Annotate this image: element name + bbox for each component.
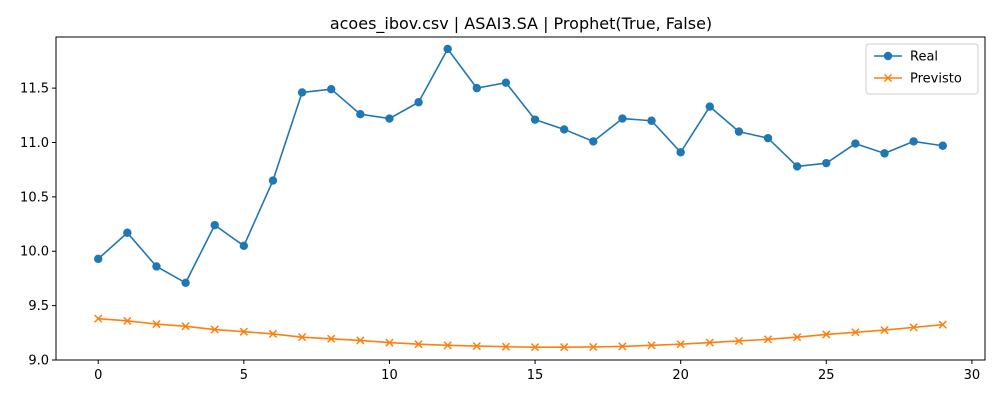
data-point bbox=[880, 325, 889, 335]
legend-marker bbox=[883, 51, 893, 61]
y-tick-label: 9.0 bbox=[28, 354, 49, 369]
data-point bbox=[472, 341, 481, 351]
data-point bbox=[880, 149, 889, 158]
data-point bbox=[822, 330, 831, 339]
data-point bbox=[734, 336, 744, 346]
legend-label-real: Real bbox=[910, 50, 938, 65]
data-point bbox=[763, 133, 773, 143]
data-point bbox=[210, 220, 219, 230]
plot-area: 0 5 10 15 20 25 30 9.0 9.5 10.0 10.5 11.0 11.5 bbox=[20, 36, 986, 383]
data-point bbox=[297, 88, 307, 97]
data-point bbox=[152, 262, 161, 271]
data-point bbox=[851, 139, 860, 148]
data-point bbox=[356, 110, 365, 119]
data-point bbox=[181, 278, 190, 287]
data-point bbox=[705, 102, 714, 111]
data-point bbox=[647, 116, 656, 125]
data-point bbox=[676, 340, 685, 349]
data-point bbox=[123, 316, 132, 325]
legend: Real Previsto bbox=[865, 43, 979, 95]
y-tick-label: 11.5 bbox=[20, 82, 49, 97]
data-point bbox=[472, 83, 482, 93]
data-point bbox=[501, 78, 511, 87]
y-tick-label: 10.5 bbox=[20, 190, 49, 205]
data-point bbox=[676, 148, 685, 157]
data-point bbox=[356, 336, 365, 345]
data-point bbox=[443, 341, 452, 350]
data-point bbox=[152, 319, 161, 329]
data-point bbox=[268, 176, 278, 185]
y-tick-label: 9.5 bbox=[28, 299, 49, 314]
data-point bbox=[559, 125, 569, 134]
data-point bbox=[589, 137, 598, 146]
data-point bbox=[763, 335, 773, 344]
data-point bbox=[792, 162, 802, 171]
data-point bbox=[501, 342, 511, 351]
y-tick-label: 10.0 bbox=[20, 245, 49, 260]
x-tick-label: 20 bbox=[672, 368, 689, 383]
data-point bbox=[618, 342, 627, 351]
data-point bbox=[589, 342, 598, 352]
data-point bbox=[239, 327, 248, 336]
data-point bbox=[647, 341, 656, 350]
data-point bbox=[705, 338, 714, 347]
data-point bbox=[385, 338, 394, 347]
legend-marker bbox=[883, 73, 893, 83]
x-tick-label: 10 bbox=[381, 368, 398, 383]
data-point bbox=[414, 98, 423, 107]
data-point bbox=[268, 329, 278, 339]
data-point bbox=[327, 334, 336, 343]
series-line-previsto bbox=[98, 317, 943, 348]
x-tick-label: 0 bbox=[94, 368, 102, 383]
data-point bbox=[793, 333, 802, 342]
data-point bbox=[327, 85, 336, 94]
chart-title: acoes_ibov.csv | ASAI3.SA | Prophet(True… bbox=[330, 14, 712, 34]
data-point bbox=[94, 314, 103, 323]
data-point bbox=[123, 228, 132, 237]
data-point bbox=[822, 158, 831, 168]
data-point bbox=[938, 320, 947, 329]
data-point bbox=[909, 137, 918, 146]
data-point bbox=[909, 323, 918, 332]
x-tick-label: 5 bbox=[240, 368, 248, 383]
data-point bbox=[560, 343, 569, 352]
data-point bbox=[210, 325, 219, 334]
series-line-real bbox=[97, 48, 943, 284]
data-point bbox=[530, 115, 540, 124]
data-point bbox=[734, 127, 744, 136]
data-point bbox=[239, 241, 249, 251]
x-tick-label: 15 bbox=[527, 368, 544, 383]
data-point bbox=[938, 141, 947, 150]
x-tick-label: 30 bbox=[964, 368, 981, 383]
data-point bbox=[297, 333, 307, 342]
data-point bbox=[443, 44, 452, 54]
data-point bbox=[385, 114, 394, 123]
data-point bbox=[94, 254, 103, 264]
legend-label-previsto: Previsto bbox=[910, 72, 962, 87]
axes-frame bbox=[55, 36, 986, 361]
data-point bbox=[618, 114, 627, 123]
data-point bbox=[181, 322, 190, 331]
data-point bbox=[414, 340, 423, 349]
data-point bbox=[530, 343, 540, 352]
data-point bbox=[851, 328, 860, 337]
x-tick-label: 25 bbox=[818, 368, 835, 383]
y-tick-label: 11.0 bbox=[20, 136, 49, 151]
